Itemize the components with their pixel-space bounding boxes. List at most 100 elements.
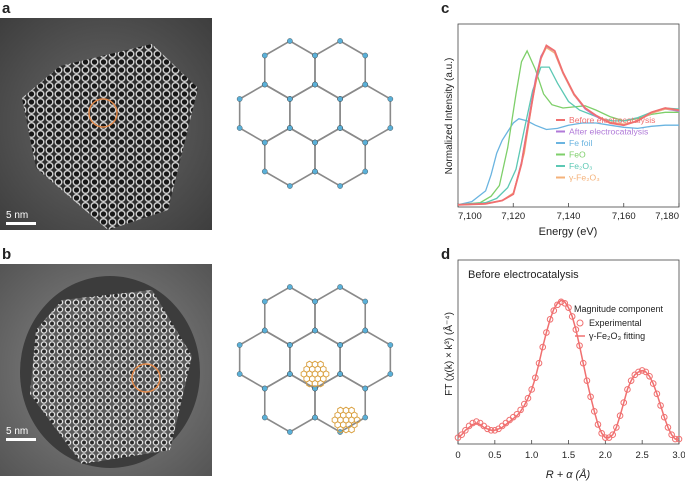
scale-bar-a: 5 nm [6, 210, 36, 225]
experimental-point [616, 412, 624, 420]
chart-d-ticks: 0 0.5 1.0 1.5 2.0 2.5 3.0 [455, 440, 685, 461]
experimental-point [598, 429, 605, 437]
linker-node [337, 183, 343, 189]
experimental-point [657, 402, 664, 409]
experimental-point [642, 368, 650, 376]
tem-micrograph-a [0, 18, 212, 230]
linker-node [362, 168, 369, 175]
linker-node [312, 298, 318, 305]
framework-schematic-b [236, 284, 394, 435]
chart-d: FT (χ(k) × k³) (Å⁻⁴) R + α (Å) Before el… [442, 259, 685, 481]
linker-node [337, 284, 343, 290]
x-tick-label: 7,160 [612, 211, 636, 222]
fit-line [457, 299, 679, 440]
experimental-point [664, 424, 672, 431]
experimental-point [557, 298, 565, 306]
legend-label-experimental: Experimental [589, 318, 642, 328]
hex-pore [314, 127, 367, 187]
experimental-point [550, 307, 558, 314]
tem-micrograph-b [0, 264, 212, 476]
legend-label: After electrocatalysis [569, 127, 648, 137]
linker-node [261, 81, 268, 88]
hex-pore [314, 40, 367, 100]
framework-lattice-a [238, 40, 392, 187]
hex-pore [238, 329, 291, 390]
linker-node [287, 96, 293, 102]
chart-d-series [454, 298, 683, 443]
x-tick-label: 7,140 [557, 211, 581, 222]
experimental-point [517, 406, 524, 414]
linker-node [287, 429, 293, 435]
linker-node [337, 371, 343, 377]
experimental-point [524, 394, 532, 402]
chart-d-xlabel: R + α (Å) [546, 468, 591, 481]
experimental-point [594, 421, 602, 428]
hex-pore [289, 83, 341, 144]
linker-node [261, 52, 268, 59]
linker-node [312, 168, 318, 175]
panel-letter-d: d [441, 246, 451, 263]
chart-c-ticks: 7,100 7,120 7,140 7,160 7,180 [457, 203, 680, 222]
chart-c-series [457, 44, 680, 206]
linker-node [261, 139, 268, 146]
experimental-point [487, 427, 495, 434]
hex-pore [263, 373, 316, 433]
x-tick-label: 7,100 [458, 211, 482, 222]
legend-label-fitting: γ-Fe₂O₃ fitting [589, 331, 645, 341]
scale-bar-b: 5 nm [6, 426, 36, 441]
linker-node [337, 342, 343, 348]
linker-node [287, 38, 293, 44]
chart-d-frame [457, 259, 680, 445]
legend-label: γ-Fe₂O₃ [569, 173, 600, 183]
x-tick-label: 3.0 [672, 450, 685, 461]
linker-node [261, 168, 268, 175]
tem-image-a: 5 nm [0, 18, 212, 230]
experimental-point [627, 377, 635, 384]
hex-pore [339, 83, 392, 144]
experimental-point [576, 342, 583, 349]
chart-d-title: Before electrocatalysis [468, 269, 579, 281]
experimental-point [579, 359, 587, 367]
chart-c-legend: Before electrocatalysis After electrocata… [556, 115, 655, 183]
experimental-point [528, 386, 535, 393]
experimental-point [565, 304, 572, 311]
linker-node [362, 298, 369, 305]
chart-c: Normalized Intensity (a.u.) Energy (eV) … [444, 23, 680, 238]
legend-marker-experimental [576, 319, 584, 327]
x-tick-label: 2.0 [599, 450, 612, 461]
experimental-point [583, 377, 591, 384]
experimental-point [653, 390, 661, 398]
experimental-point [513, 410, 521, 418]
linker-node [287, 125, 293, 131]
linker-node [312, 327, 318, 334]
chart-c-ylabel: Normalized Intensity (a.u.) [444, 58, 455, 175]
linker-node [312, 385, 318, 392]
experimental-point [609, 431, 616, 438]
panel-letter-a: a [2, 0, 11, 17]
experimental-point [532, 374, 539, 382]
scale-label-b: 5 nm [6, 426, 29, 437]
legend-label: Before electrocatalysis [569, 115, 655, 125]
series-line-1 [457, 44, 680, 206]
linker-node [387, 125, 394, 131]
linker-node [236, 125, 243, 131]
linker-node [312, 139, 318, 146]
experimental-point [458, 431, 465, 438]
chart-d-ylabel: FT (χ(k) × k³) (Å⁻⁴) [442, 312, 455, 396]
experimental-point [602, 434, 609, 441]
experimental-point [672, 435, 679, 443]
panel-letter-c: c [441, 0, 450, 17]
linker-node [287, 342, 293, 348]
linker-node [337, 96, 343, 102]
linker-node [287, 284, 293, 290]
experimental-point [635, 368, 642, 376]
legend-label: Fe₂O₃ [569, 161, 593, 171]
experimental-point [620, 399, 628, 406]
framework-lattice-b [238, 286, 392, 433]
linker-node [312, 414, 318, 421]
linker-node [261, 298, 268, 305]
cluster-cell [348, 425, 355, 434]
linker-node [387, 96, 394, 102]
hex-pore [238, 83, 291, 144]
framework-schematic-a [236, 38, 394, 189]
